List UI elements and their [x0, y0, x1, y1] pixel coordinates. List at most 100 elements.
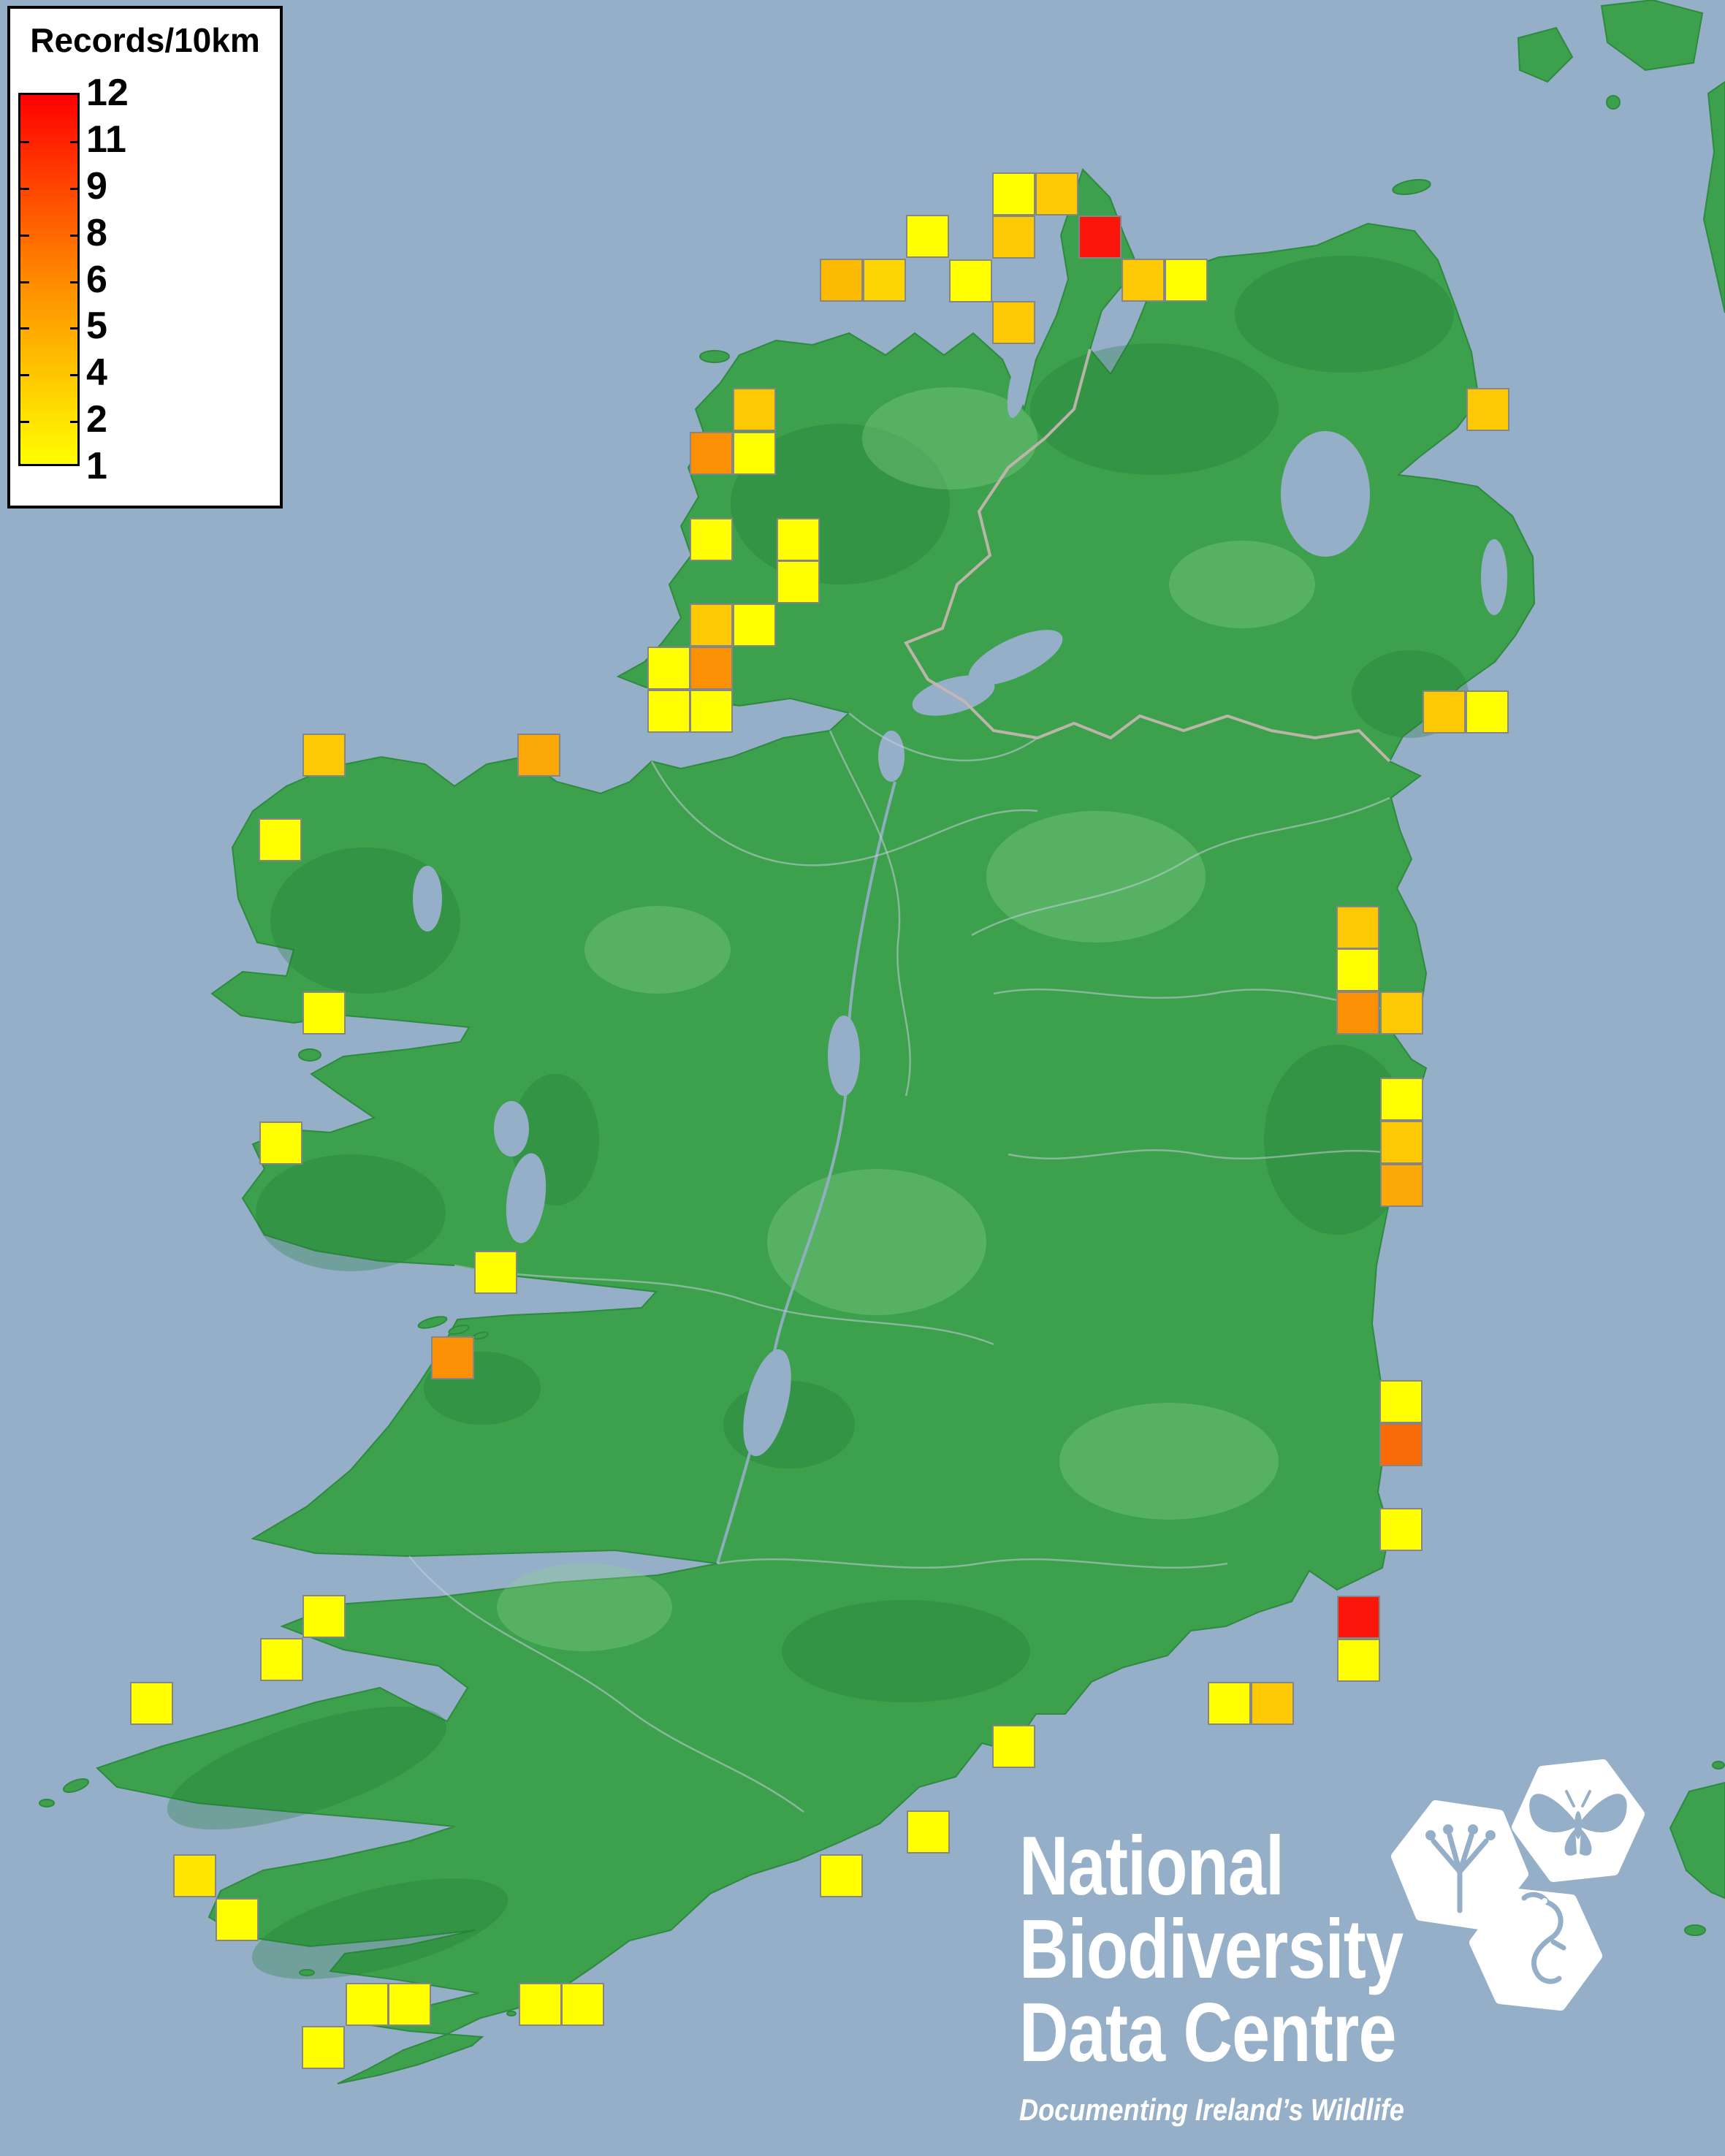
grid-cell — [431, 1336, 474, 1379]
legend-value-label: 12 — [86, 72, 129, 114]
grid-cell — [1208, 1682, 1251, 1725]
logo-tagline: Documenting Ireland’s Wildlife — [1019, 2092, 1404, 2127]
lakes — [413, 348, 1507, 1457]
grid-cell — [690, 690, 733, 733]
plant-glyph — [1425, 1824, 1496, 1913]
grid-cell — [561, 1983, 604, 2026]
legend-value-label: 9 — [86, 164, 107, 207]
grid-cell — [302, 2026, 345, 2069]
river-shannon — [716, 781, 896, 1564]
grid-cell — [1379, 1380, 1423, 1423]
legend-tick — [20, 234, 29, 237]
grid-cell — [130, 1682, 173, 1725]
legend-panel: Records/10km 12 11 9 8 6 5 4 2 1 — [7, 6, 283, 508]
grid-cell — [992, 1725, 1035, 1768]
grid-cell — [992, 172, 1035, 216]
grid-cell — [1423, 690, 1466, 734]
legend-value-label: 5 — [86, 305, 107, 348]
grid-cell — [1078, 216, 1122, 259]
northern-ireland-border — [904, 348, 1391, 763]
rathlin-island — [1392, 179, 1431, 195]
grid-cell — [820, 259, 863, 302]
grid-cell — [1035, 172, 1078, 216]
grid-cell — [733, 432, 776, 475]
grid-cell — [1380, 1164, 1423, 1207]
county-boundaries — [408, 712, 1421, 1813]
grid-cell — [1165, 259, 1208, 302]
legend-tick — [20, 421, 29, 424]
legend-tick — [70, 187, 79, 190]
legend-title: Records/10km — [30, 21, 260, 59]
wales-coast — [1669, 1781, 1725, 1900]
legend-value-label: 11 — [86, 118, 126, 161]
grid-cell — [733, 603, 776, 647]
scotland-islay — [1517, 26, 1574, 83]
grid-cell — [1379, 1508, 1423, 1551]
legend-tick — [70, 421, 79, 424]
legend-value-label: 2 — [86, 398, 107, 441]
legend-tick — [20, 281, 29, 283]
ireland-outline — [96, 168, 1536, 2084]
legend-value-label: 8 — [86, 211, 107, 254]
grid-cell — [907, 1810, 950, 1854]
seahorse-hexagon-icon — [1469, 1888, 1602, 2011]
grid-cell — [260, 1638, 303, 1681]
seahorse-glyph — [1521, 1892, 1566, 1984]
scotland-island — [1600, 0, 1704, 72]
legend-value-label: 6 — [86, 258, 107, 301]
grid-cell — [259, 1121, 302, 1165]
grid-cell — [647, 647, 690, 690]
grid-cell — [992, 216, 1035, 259]
grid-cell — [1466, 388, 1509, 431]
grid-cell — [1379, 1423, 1423, 1466]
grid-cell — [1336, 948, 1379, 991]
grid-cell — [690, 603, 733, 647]
legend-tick — [20, 327, 29, 330]
lough-neagh — [1281, 431, 1370, 557]
grid-cell — [1380, 1078, 1423, 1121]
legend-gradient-bar — [18, 93, 80, 466]
legend-tick — [20, 187, 29, 190]
legend-labels: 12 11 9 8 6 5 4 2 1 — [86, 74, 174, 485]
grid-cell — [346, 1983, 389, 2026]
legend-tick — [70, 374, 79, 377]
grid-cell — [302, 734, 346, 777]
grid-cell — [173, 1854, 216, 1897]
grid-cell — [906, 215, 949, 258]
grid-cell — [777, 560, 820, 603]
grid-cell — [647, 690, 690, 733]
grid-cell — [216, 1898, 259, 1941]
grid-cell — [302, 991, 346, 1035]
grid-cell — [777, 518, 820, 561]
ireland-landmass — [96, 168, 1536, 2084]
grid-cell — [992, 301, 1035, 344]
grid-cell — [1337, 1639, 1380, 1682]
logo-line-3: Data Centre — [1019, 1987, 1396, 2079]
butterfly-glyph — [1529, 1790, 1627, 1856]
grid-cell — [949, 259, 992, 302]
grid-cell — [1336, 991, 1379, 1035]
grid-cell — [863, 259, 906, 302]
grid-cell — [388, 1983, 431, 2026]
grid-cell — [517, 734, 560, 777]
grid-cell — [1380, 1121, 1423, 1164]
grid-cell — [1336, 906, 1379, 949]
legend-tick — [70, 234, 79, 237]
grid-cell — [1466, 690, 1509, 734]
grid-cell — [1251, 1682, 1294, 1725]
grid-cell — [1337, 1596, 1380, 1639]
grid-cell — [259, 818, 302, 861]
grid-cell — [690, 432, 733, 475]
tory-island — [699, 350, 730, 363]
legend-tick — [70, 140, 79, 143]
relief-highlight — [497, 387, 1315, 1651]
legend-tick — [70, 281, 79, 283]
logo-hexagons — [1391, 1759, 1645, 2011]
logo-line-1: National — [1019, 1820, 1284, 1913]
legend-value-label: 4 — [86, 351, 107, 395]
legend-tick — [70, 327, 79, 330]
nbdc-logo: National Biodiversity Data Centre Docume… — [1019, 1825, 1488, 2128]
